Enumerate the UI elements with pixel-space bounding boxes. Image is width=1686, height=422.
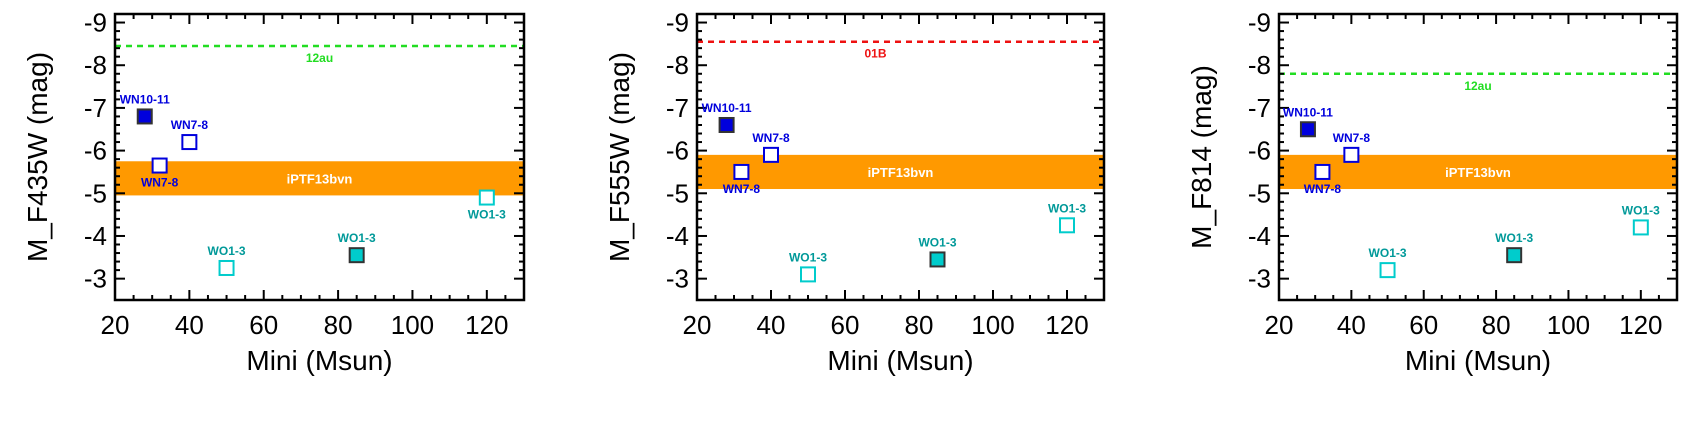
y-tick-label: -3 — [84, 264, 107, 294]
data-point — [478, 189, 495, 206]
reference-line-label: 01B — [864, 47, 886, 61]
data-point — [1379, 262, 1396, 279]
x-tick-label: 120 — [465, 310, 508, 340]
band-label: iPTF13bvn — [868, 165, 934, 180]
y-tick-label: -4 — [666, 221, 689, 251]
data-point — [733, 163, 750, 180]
x-tick-label: 60 — [831, 310, 860, 340]
x-tick-label: 120 — [1045, 310, 1088, 340]
x-axis-label: Mini (Msun) — [827, 345, 973, 376]
x-axis-label: Mini (Msun) — [246, 345, 392, 376]
x-tick-label: 20 — [101, 310, 130, 340]
data-point — [1506, 247, 1523, 264]
band-label: iPTF13bvn — [1445, 165, 1511, 180]
chart-panel-1: iPTF13bvn 12au -3 -4 -5 -6 -7 -8 -9 20 40 60 80 100 12… — [22, 8, 526, 376]
data-point-label: WN7-8 — [752, 131, 790, 145]
y-tick-label: -7 — [1248, 93, 1271, 123]
x-tick-label: 80 — [324, 310, 353, 340]
data-point-label: WO1-3 — [208, 244, 246, 258]
data-point-label: WO1-3 — [1048, 201, 1086, 215]
chart-panel-3: iPTF13bvn 12au -3 -4 -5 -6 -7 -8 -9 20 40 60 80 100 12… — [1186, 8, 1679, 376]
y-tick-label: -6 — [84, 136, 107, 166]
x-tick-label: 40 — [1337, 310, 1366, 340]
x-tick-label: 100 — [391, 310, 434, 340]
x-tick-label: 20 — [1265, 310, 1294, 340]
x-tick-label: 80 — [1482, 310, 1511, 340]
data-point-label: WO1-3 — [789, 250, 827, 264]
data-point — [1059, 217, 1075, 234]
data-point — [1343, 146, 1360, 163]
band-label: iPTF13bvn — [287, 171, 353, 186]
data-point-label: WN10-11 — [1283, 105, 1333, 119]
data-point-label: WO1-3 — [468, 208, 506, 222]
band-region — [115, 161, 524, 196]
x-tick-label: 40 — [757, 310, 786, 340]
y-tick-label: -6 — [1248, 136, 1271, 166]
y-tick-label: -8 — [1248, 50, 1271, 80]
x-tick-label: 40 — [175, 310, 204, 340]
y-tick-label: -3 — [1248, 264, 1271, 294]
x-tick-label: 60 — [1409, 310, 1438, 340]
y-axis-label: M_F814 (mag) — [1186, 65, 1217, 249]
data-point-label: WN7-8 — [1333, 131, 1371, 145]
reference-line-label: 12au — [1464, 79, 1491, 93]
x-tick-label: 80 — [905, 310, 934, 340]
data-point-label: WO1-3 — [1622, 203, 1660, 217]
data-point-label: WN7-8 — [171, 118, 209, 132]
y-tick-label: -4 — [1248, 221, 1271, 251]
data-point — [1632, 219, 1649, 236]
data-point-label: WN10-11 — [120, 92, 170, 106]
data-point-label: WO1-3 — [338, 231, 376, 245]
data-point — [718, 116, 735, 133]
data-point — [348, 247, 365, 264]
data-point — [1314, 163, 1331, 180]
x-axis-label: Mini (Msun) — [1405, 345, 1551, 376]
x-tick-label: 60 — [249, 310, 278, 340]
y-tick-label: -9 — [666, 8, 689, 38]
x-tick-label: 120 — [1619, 310, 1662, 340]
data-point — [181, 134, 198, 151]
y-tick-label: -6 — [666, 136, 689, 166]
data-point-label: WN7-8 — [723, 182, 761, 196]
data-point — [151, 157, 168, 174]
y-tick-label: -7 — [666, 93, 689, 123]
data-point-label: WO1-3 — [1369, 246, 1407, 260]
data-point-label: WN7-8 — [1304, 182, 1342, 196]
y-tick-label: -9 — [84, 8, 107, 38]
y-axis-label: M_F435W (mag) — [22, 52, 53, 262]
data-point-label: WN10-11 — [702, 101, 752, 115]
data-point — [218, 259, 235, 276]
y-axis-label: M_F555W (mag) — [604, 52, 635, 262]
x-tick-label: 100 — [971, 310, 1014, 340]
y-tick-label: -4 — [84, 221, 107, 251]
data-point — [1299, 121, 1316, 138]
data-point — [763, 146, 779, 163]
y-tick-label: -5 — [84, 178, 107, 208]
y-tick-label: -8 — [666, 50, 689, 80]
chart-panel-2: iPTF13bvn 01B -3 -4 -5 -6 -7 -8 -9 20 40 60 80 100 120… — [604, 8, 1106, 376]
y-tick-label: -5 — [1248, 178, 1271, 208]
data-point-label: WN7-8 — [141, 176, 179, 190]
y-tick-label: -7 — [84, 93, 107, 123]
y-tick-label: -3 — [666, 264, 689, 294]
reference-line-label: 12au — [306, 51, 333, 65]
data-point-label: WO1-3 — [918, 235, 956, 249]
data-point — [136, 108, 153, 125]
x-tick-label: 20 — [683, 310, 712, 340]
y-tick-label: -5 — [666, 178, 689, 208]
data-point — [800, 266, 816, 283]
data-point — [929, 251, 946, 268]
y-tick-label: -9 — [1248, 8, 1271, 38]
y-tick-label: -8 — [84, 50, 107, 80]
x-tick-label: 100 — [1547, 310, 1590, 340]
data-point-label: WO1-3 — [1495, 231, 1533, 245]
